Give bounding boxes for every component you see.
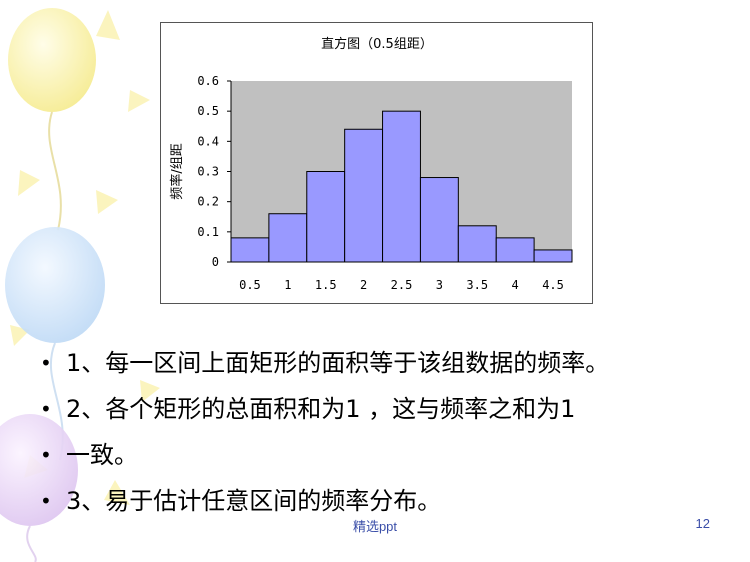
- bullet-item: • 1、每一区间上面矩形的面积等于该组数据的频率。: [40, 340, 740, 386]
- histogram-bar: [268, 213, 308, 263]
- histogram-bar: [382, 110, 421, 263]
- histogram-bar: [533, 249, 573, 263]
- bullet-item: • 一致。: [40, 432, 740, 478]
- chart-title: 直方图（0.5组距）: [321, 36, 433, 52]
- histogram-svg: 直方图（0.5组距） 频率/组距 0 0.1 0.2 0.3 0.4 0.5 0.6 0.5…: [169, 36, 573, 292]
- x-tick-label: 2: [360, 278, 367, 292]
- x-tick-label: 1: [284, 278, 291, 292]
- x-tick-label: 3: [436, 278, 443, 292]
- x-tick-label: 3.5: [466, 278, 488, 292]
- y-tick-label: 0.6: [197, 74, 219, 88]
- bullet-list: • 1、每一区间上面矩形的面积等于该组数据的频率。 • 2、各个矩形的总面积和为…: [40, 340, 740, 524]
- histogram-bar: [230, 237, 270, 263]
- footer-label: 精选ppt: [352, 519, 398, 534]
- page-number: 12: [695, 516, 710, 531]
- y-tick-label: 0.3: [197, 165, 219, 179]
- bullet-symbol: •: [40, 397, 52, 421]
- y-axis-label: 频率/组距: [169, 143, 185, 199]
- bullet-item: • 2、各个矩形的总面积和为1 ，这与频率之和为1: [40, 386, 740, 432]
- purple-balloon: [0, 414, 78, 526]
- histogram-bar: [457, 225, 497, 263]
- histogram-bar: [306, 171, 346, 263]
- histogram-bar: [344, 128, 384, 263]
- yellow-balloon: [8, 8, 96, 112]
- y-tick-label: 0.1: [197, 225, 219, 239]
- y-tick-label: 0.4: [197, 134, 219, 148]
- histogram-bar: [495, 237, 535, 263]
- x-tick-label: 4: [512, 278, 519, 292]
- bullet-text: 2、各个矩形的总面积和为1 ，这与频率之和为1: [66, 395, 576, 423]
- y-tick-label: 0.2: [197, 195, 219, 209]
- blue-balloon: [5, 227, 105, 343]
- bullet-symbol: •: [40, 351, 52, 375]
- x-tick-label: 1.5: [315, 278, 337, 292]
- bullet-text: 3、易于估计任意区间的频率分布。: [66, 487, 442, 515]
- bullet-text: 1、每一区间上面矩形的面积等于该组数据的频率。: [66, 349, 610, 377]
- y-tick-label: 0: [212, 255, 219, 269]
- bullet-text: 一致。: [66, 441, 138, 469]
- bullet-symbol: •: [40, 443, 52, 467]
- x-tick-label: 4.5: [542, 278, 564, 292]
- bullet-item: • 3、易于估计任意区间的频率分布。: [40, 478, 740, 524]
- sunray-shapes: [10, 10, 160, 505]
- x-tick-label: 0.5: [239, 278, 261, 292]
- bullet-symbol: •: [40, 489, 52, 513]
- histogram-bar: [419, 177, 459, 263]
- histogram-chart: 直方图（0.5组距） 频率/组距 0 0.1 0.2 0.3 0.4 0.5 0.6 0.5…: [160, 22, 593, 304]
- y-tick-label: 0.5: [197, 104, 219, 118]
- x-tick-label: 2.5: [391, 278, 413, 292]
